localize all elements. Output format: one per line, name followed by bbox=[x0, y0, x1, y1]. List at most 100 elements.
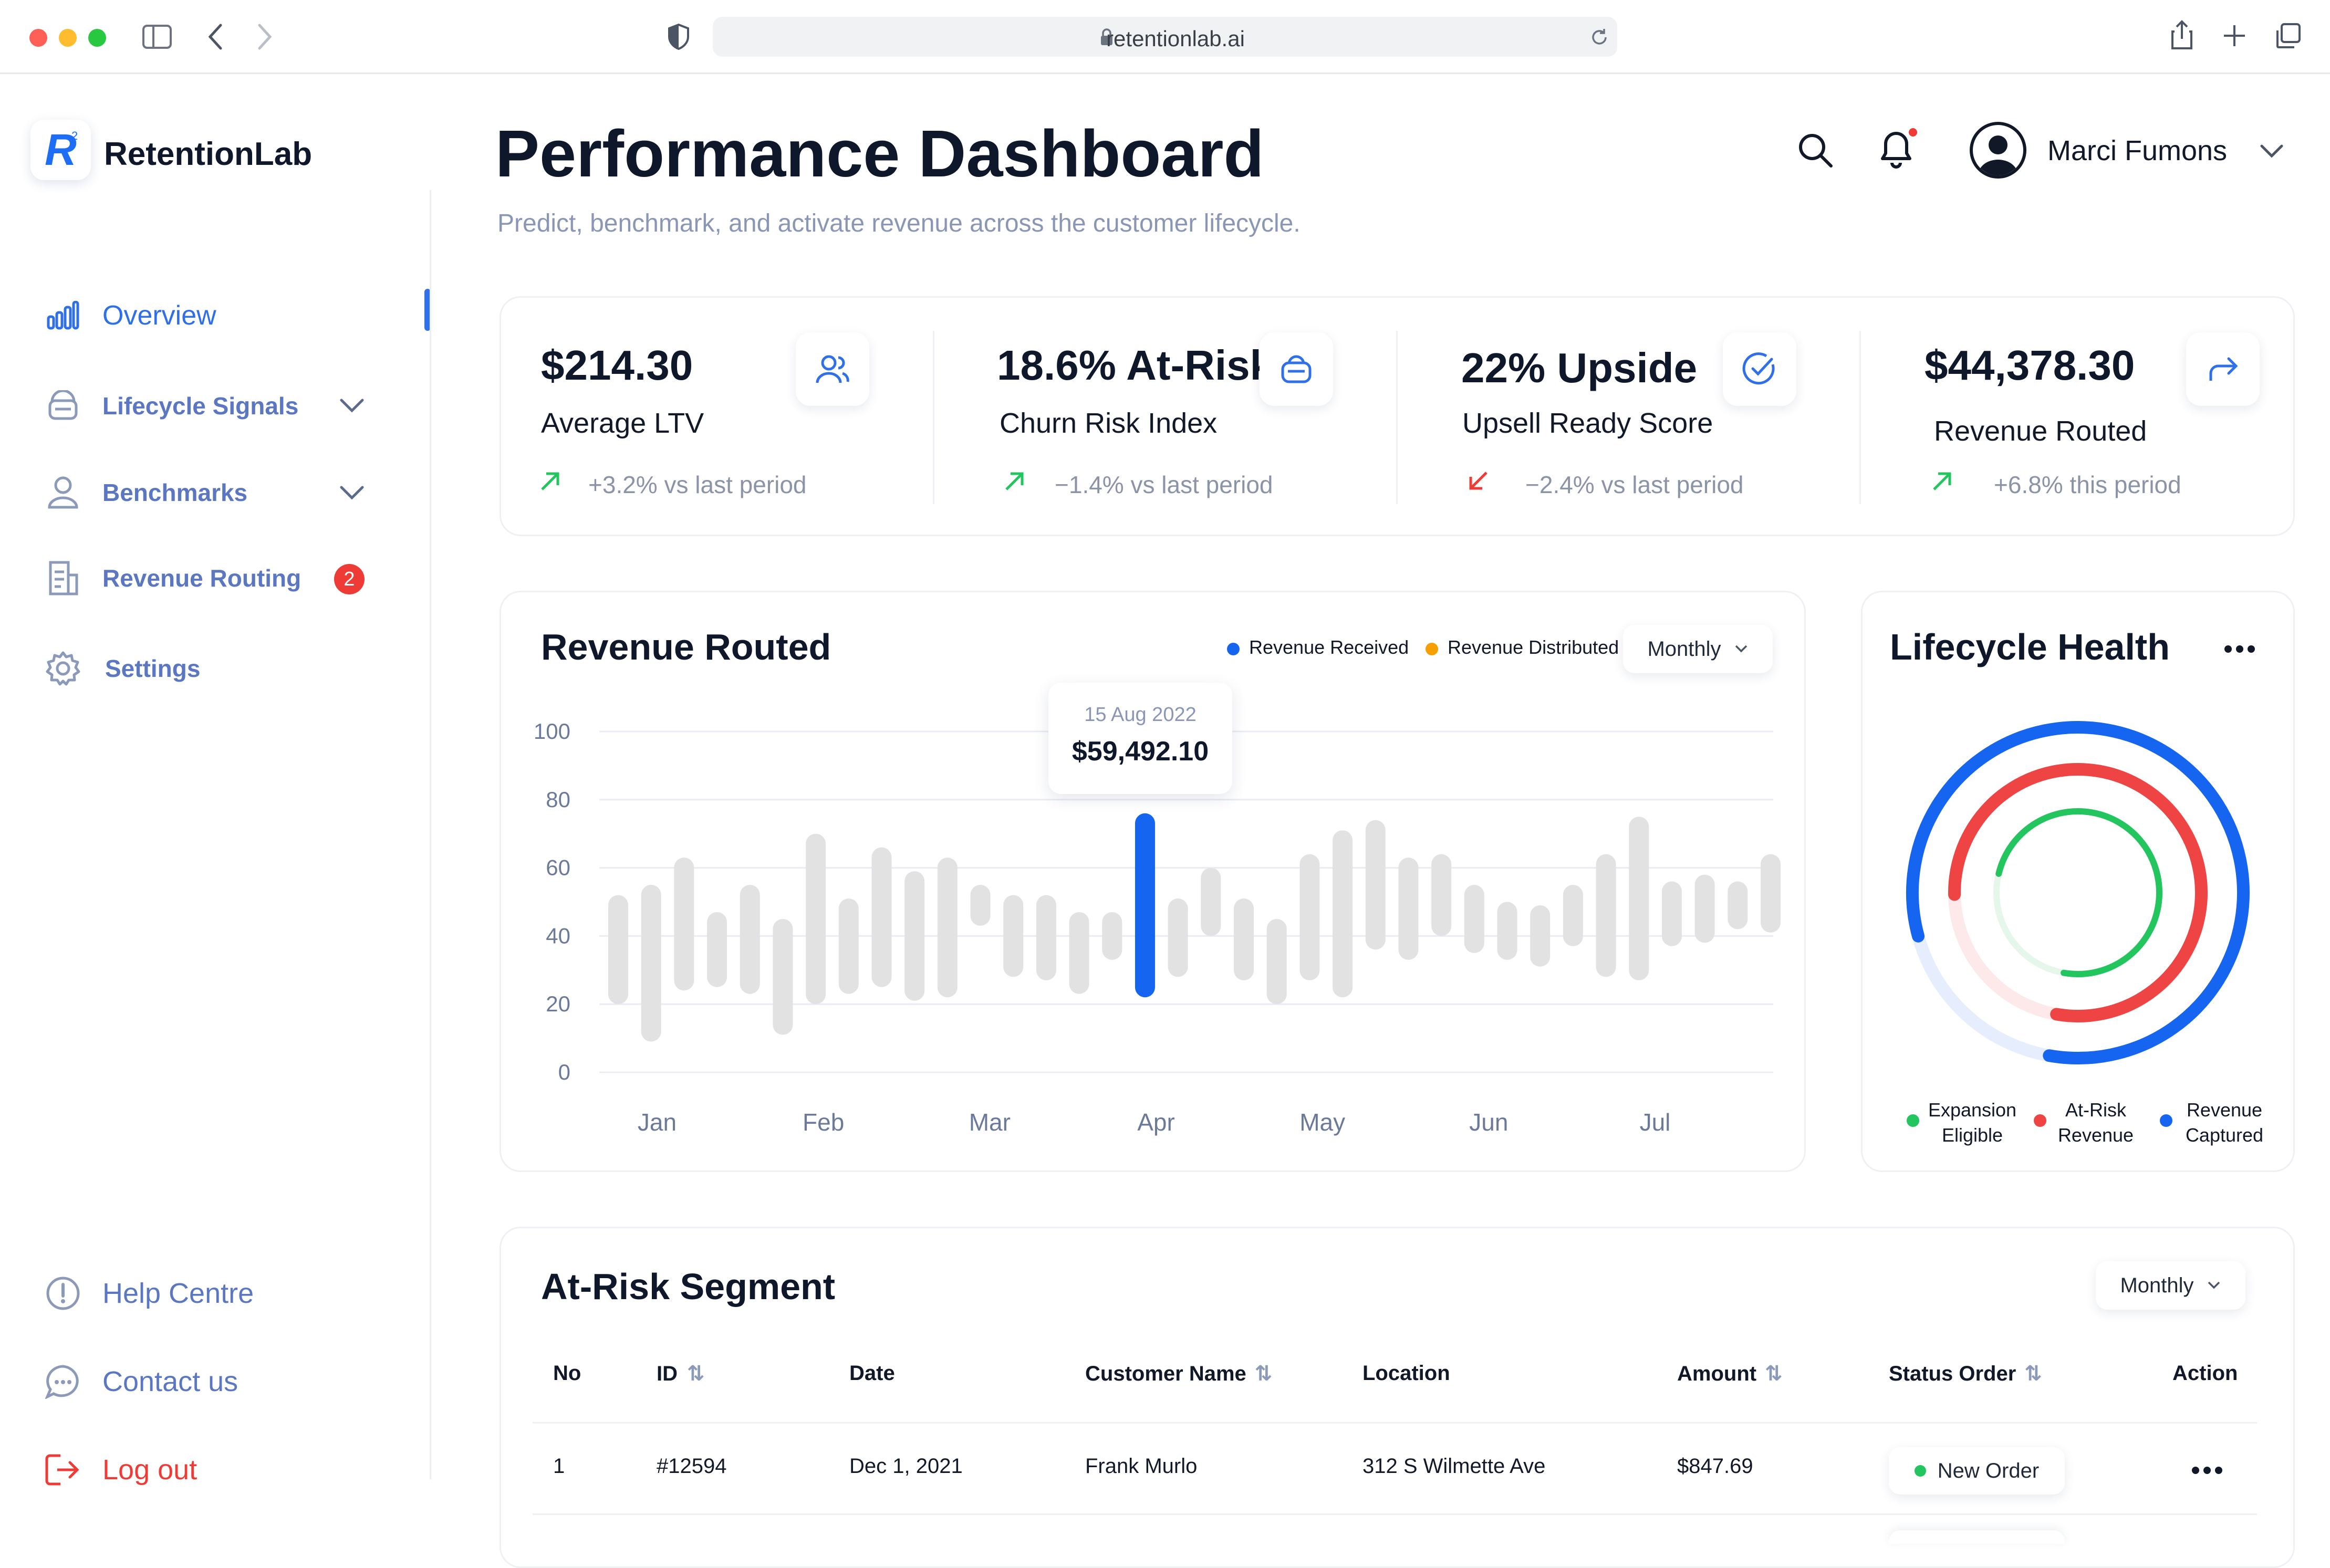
bar bbox=[1003, 895, 1024, 977]
bar bbox=[1629, 817, 1649, 980]
legend-dot bbox=[1907, 1114, 1919, 1127]
bag-icon bbox=[1281, 355, 1312, 383]
y-tick-label: 80 bbox=[546, 787, 570, 812]
new-tab-icon[interactable] bbox=[2223, 24, 2246, 47]
tooltip-date: 15 Aug 2022 bbox=[1084, 704, 1197, 726]
sidebar-item-label: Lifecycle Signals bbox=[102, 392, 299, 420]
ring-progress bbox=[1906, 721, 2250, 1064]
page-title: Performance Dashboard bbox=[495, 117, 1264, 191]
browser-toolbar: retentionlab.ai bbox=[0, 0, 2330, 74]
column-header-status-order[interactable]: Status Order ⇅ bbox=[1889, 1362, 2042, 1385]
user-name[interactable]: Marci Fumons bbox=[2047, 135, 2228, 166]
gear-icon bbox=[46, 651, 80, 686]
sidebar-item-overview[interactable]: Overview bbox=[42, 292, 216, 339]
app-logo[interactable]: R 2 bbox=[30, 120, 91, 180]
sidebar-item-label: Log out bbox=[102, 1454, 197, 1486]
bar bbox=[1135, 813, 1155, 998]
period-value: Monthly bbox=[1647, 637, 1721, 661]
bar bbox=[1596, 854, 1616, 977]
sidebar-item-log-out[interactable]: Log out bbox=[42, 1446, 197, 1493]
lifecycle-health-card bbox=[1861, 591, 2295, 1172]
minimize-window-button[interactable] bbox=[59, 29, 77, 47]
sidebar-divider bbox=[430, 190, 431, 1479]
kpi-icon-button bbox=[1260, 332, 1333, 406]
column-header-id[interactable]: ID ⇅ bbox=[657, 1362, 705, 1385]
bar bbox=[1497, 902, 1517, 960]
trend-up-icon bbox=[1005, 472, 1024, 490]
status-badge: New Order bbox=[1889, 1447, 2065, 1494]
privacy-shield-icon[interactable] bbox=[667, 23, 690, 50]
column-header-action: Action bbox=[2172, 1362, 2238, 1385]
sidebar-item-label: Revenue Routing bbox=[102, 565, 301, 592]
x-tick-label: Jul bbox=[1640, 1109, 1671, 1136]
kpi-value: 22% Upside bbox=[1461, 344, 1698, 391]
bell-icon[interactable] bbox=[1879, 126, 1918, 170]
kpi-delta: −2.4% vs last period bbox=[1525, 471, 1744, 498]
chevron-down-icon[interactable] bbox=[336, 390, 368, 421]
back-icon[interactable] bbox=[206, 23, 224, 50]
chevron-down-icon bbox=[2208, 1281, 2220, 1289]
status-label: New Order bbox=[1937, 1459, 2040, 1482]
bar bbox=[1530, 905, 1551, 967]
sidebar-item-settings[interactable]: Settings bbox=[42, 645, 200, 692]
signal-icon bbox=[48, 390, 78, 420]
sidebar-item-contact-us[interactable]: Contact us bbox=[42, 1358, 238, 1405]
column-header-customer-name[interactable]: Customer Name ⇅ bbox=[1085, 1362, 1273, 1385]
cell-location: 312 S Wilmette Ave bbox=[1362, 1455, 1546, 1478]
avatar-icon bbox=[1978, 135, 2018, 175]
bar bbox=[1168, 898, 1188, 977]
check-circle-icon bbox=[1742, 352, 1775, 385]
period-dropdown[interactable]: Monthly bbox=[2096, 1261, 2245, 1310]
sidebar-item-benchmarks[interactable]: Benchmarks bbox=[42, 469, 247, 516]
logout-icon bbox=[45, 1454, 79, 1486]
chart-title: Revenue Routed bbox=[541, 626, 831, 667]
sidebar-item-lifecycle-signals[interactable]: Lifecycle Signals bbox=[42, 382, 298, 430]
search-icon[interactable] bbox=[1796, 131, 1834, 169]
share-icon[interactable] bbox=[2170, 19, 2193, 50]
bar bbox=[1102, 912, 1122, 960]
sidebar-item-label: Help Centre bbox=[102, 1278, 254, 1309]
chevron-down-icon[interactable] bbox=[2259, 141, 2285, 162]
bar bbox=[1728, 881, 1748, 929]
cell-customer: Frank Murlo bbox=[1085, 1455, 1198, 1478]
cell-no: 1 bbox=[553, 1455, 565, 1478]
x-tick-label: Jun bbox=[1469, 1109, 1508, 1136]
legend-label: Revenue Received bbox=[1249, 636, 1409, 658]
address-bar[interactable]: retentionlab.ai bbox=[713, 17, 1617, 57]
sidebar-toggle-icon[interactable] bbox=[142, 24, 172, 49]
app-name: RetentionLab bbox=[104, 136, 313, 172]
tab-overview-icon[interactable] bbox=[2275, 23, 2302, 49]
reload-icon[interactable] bbox=[1590, 27, 1609, 47]
forward-icon[interactable] bbox=[256, 23, 274, 50]
zoom-window-button[interactable] bbox=[88, 29, 106, 47]
divider bbox=[1396, 331, 1398, 504]
sidebar-item-revenue-routing[interactable]: Revenue Routing bbox=[42, 555, 301, 602]
tooltip-value: $59,492.10 bbox=[1072, 736, 1209, 767]
active-indicator bbox=[424, 289, 431, 331]
close-window-button[interactable] bbox=[29, 29, 47, 47]
users-icon bbox=[816, 355, 849, 383]
column-header-amount[interactable]: Amount ⇅ bbox=[1677, 1362, 1783, 1385]
divider bbox=[933, 331, 934, 504]
more-icon[interactable] bbox=[2191, 1465, 2223, 1476]
x-tick-label: May bbox=[1299, 1109, 1345, 1136]
cell-id: #12594 bbox=[657, 1455, 727, 1478]
avatar[interactable] bbox=[1970, 122, 2026, 179]
sidebar-item-label: Contact us bbox=[102, 1366, 238, 1397]
bar bbox=[806, 833, 826, 1005]
y-tick-label: 100 bbox=[534, 719, 570, 744]
period-dropdown[interactable]: Monthly bbox=[1623, 625, 1773, 673]
lifecycle-title: Lifecycle Health bbox=[1890, 626, 2170, 667]
kpi-label: Average LTV bbox=[541, 407, 704, 439]
bar bbox=[1661, 881, 1682, 946]
bar bbox=[1201, 867, 1221, 936]
more-icon[interactable] bbox=[2224, 644, 2255, 654]
bar bbox=[1761, 854, 1781, 933]
kpi-delta: +3.2% vs last period bbox=[588, 471, 807, 498]
trend-up-icon bbox=[1933, 472, 1951, 490]
sidebar-item-help-centre[interactable]: Help Centre bbox=[42, 1270, 254, 1317]
column-header-location: Location bbox=[1362, 1362, 1450, 1385]
chevron-down-icon[interactable] bbox=[336, 477, 368, 508]
y-tick-label: 60 bbox=[546, 855, 570, 880]
lock-icon bbox=[1101, 28, 1112, 45]
